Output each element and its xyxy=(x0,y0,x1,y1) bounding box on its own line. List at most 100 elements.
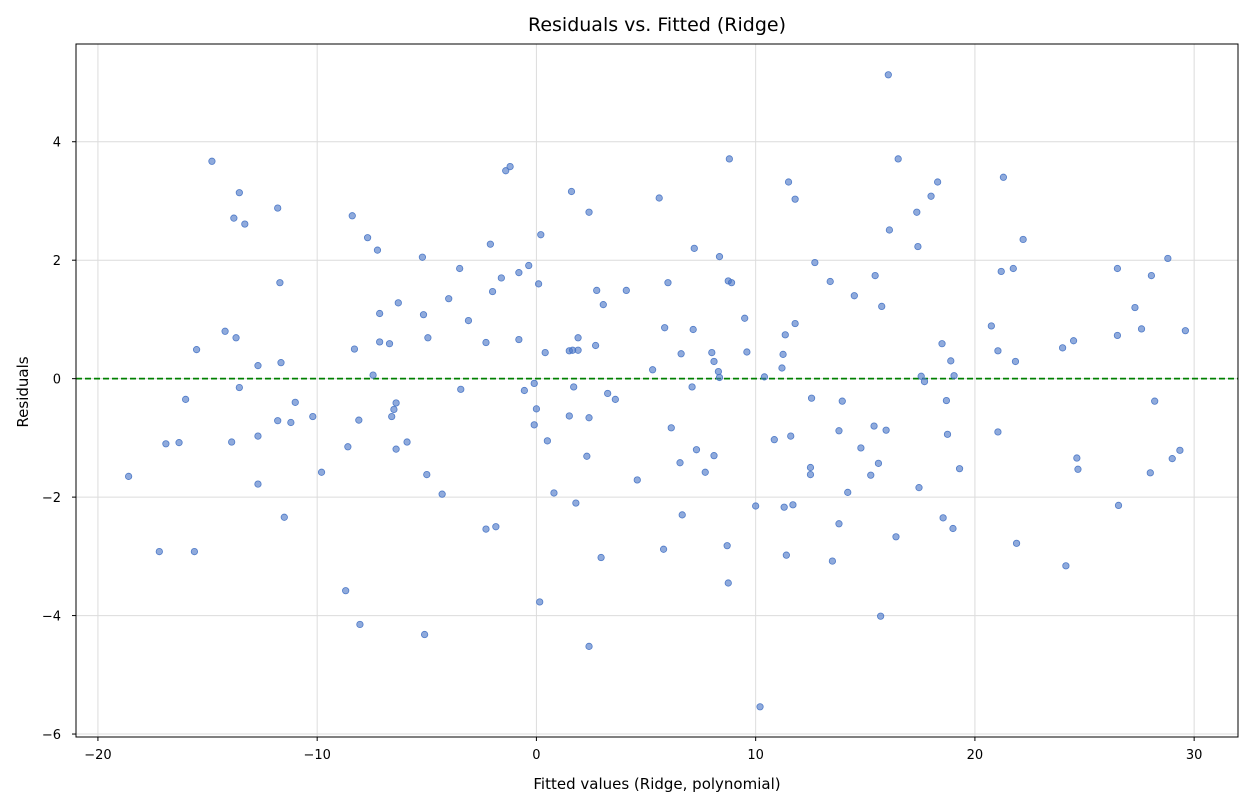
scatter-point xyxy=(664,279,672,287)
scatter-point xyxy=(388,412,396,421)
scatter-point xyxy=(947,357,955,365)
scatter-point xyxy=(506,163,514,171)
scatter-point xyxy=(424,334,432,342)
scatter-point xyxy=(532,405,541,413)
scatter-point xyxy=(850,292,858,300)
scatter-point xyxy=(583,452,591,460)
scatter-point xyxy=(1151,397,1159,405)
scatter-point xyxy=(291,398,299,406)
scatter-point xyxy=(254,480,262,488)
scatter-point xyxy=(592,341,600,350)
scatter-point xyxy=(942,396,951,405)
scatter-point xyxy=(934,178,942,186)
scatter-point xyxy=(1073,454,1081,462)
scatter-point xyxy=(877,612,885,620)
scatter-point xyxy=(317,468,326,476)
scatter-point xyxy=(1113,331,1122,340)
scatter-point xyxy=(882,426,890,434)
scatter-point xyxy=(844,488,852,496)
x-tick-label: −20 xyxy=(84,748,111,763)
scatter-point xyxy=(175,439,183,447)
scatter-point xyxy=(874,459,883,467)
scatter-point xyxy=(884,71,892,79)
scatter-point xyxy=(599,301,607,309)
scatter-point xyxy=(488,287,497,296)
scatter-point xyxy=(515,335,523,344)
scatter-point xyxy=(1074,465,1082,473)
scatter-point xyxy=(541,348,549,357)
scatter-point xyxy=(878,302,886,310)
scatter-point xyxy=(392,399,400,407)
scatter-point xyxy=(781,331,789,339)
scatter-point xyxy=(913,208,921,216)
scatter-point xyxy=(385,340,394,348)
x-tick-label: 20 xyxy=(967,748,984,763)
scatter-point xyxy=(914,242,922,251)
scatter-point xyxy=(274,417,282,425)
scatter-point xyxy=(1181,327,1189,335)
scatter-point xyxy=(741,314,749,322)
scatter-point xyxy=(520,386,528,395)
scatter-point xyxy=(155,548,163,556)
scatter-point xyxy=(355,416,363,424)
scatter-point xyxy=(715,253,724,261)
scatter-point xyxy=(376,338,384,346)
scatter-point xyxy=(1168,455,1176,463)
scatter-point xyxy=(622,286,630,294)
scatter-point xyxy=(1059,344,1067,352)
scatter-point xyxy=(806,471,815,479)
scatter-point xyxy=(987,322,995,330)
scatter-point xyxy=(1114,501,1123,510)
scatter-point xyxy=(537,231,545,239)
scatter-point xyxy=(779,350,787,358)
scatter-point xyxy=(688,383,696,391)
scatter-point xyxy=(715,373,724,382)
scatter-point xyxy=(806,463,815,472)
scatter-point xyxy=(403,438,411,446)
scatter-point xyxy=(390,405,398,414)
scatter-point xyxy=(723,542,731,550)
scatter-point xyxy=(661,324,669,332)
scatter-point xyxy=(235,383,243,392)
scatter-point xyxy=(756,703,764,711)
scatter-point xyxy=(464,317,473,325)
scatter-point xyxy=(917,372,925,380)
scatter-point xyxy=(445,295,453,303)
scatter-point xyxy=(423,471,431,479)
scatter-point xyxy=(835,427,843,435)
scatter-point xyxy=(689,325,697,334)
scatter-point xyxy=(1113,264,1122,273)
x-tick-label: 30 xyxy=(1186,748,1203,763)
scatter-point xyxy=(456,264,464,273)
scatter-point xyxy=(743,348,751,356)
scatter-point xyxy=(574,346,582,354)
scatter-point xyxy=(418,253,427,261)
scatter-point xyxy=(870,422,878,430)
scatter-point xyxy=(572,499,580,507)
x-axis-label: Fitted values (Ridge, polynomial) xyxy=(533,775,780,793)
scatter-point xyxy=(373,246,382,254)
scatter-point xyxy=(1012,539,1021,547)
scatter-point xyxy=(611,395,619,403)
scatter-point xyxy=(585,414,593,422)
scatter-point xyxy=(276,279,284,287)
scatter-point xyxy=(667,424,675,432)
scatter-point xyxy=(770,436,778,444)
scatter-point xyxy=(525,261,533,270)
scatter-point xyxy=(482,338,490,347)
scatter-point xyxy=(394,299,402,307)
scatter-point xyxy=(724,579,732,587)
scatter-point xyxy=(574,334,582,342)
scatter-point xyxy=(182,395,190,403)
scatter-point xyxy=(943,430,952,438)
scatter-point xyxy=(782,551,790,559)
scatter-point xyxy=(649,366,657,374)
scatter-point xyxy=(789,501,797,509)
scatter-point xyxy=(927,192,935,200)
y-tick-label: 2 xyxy=(53,254,61,269)
scatter-point xyxy=(835,520,843,528)
scatter-point xyxy=(536,598,544,606)
scatter-point xyxy=(999,173,1008,181)
scatter-point xyxy=(857,444,865,452)
